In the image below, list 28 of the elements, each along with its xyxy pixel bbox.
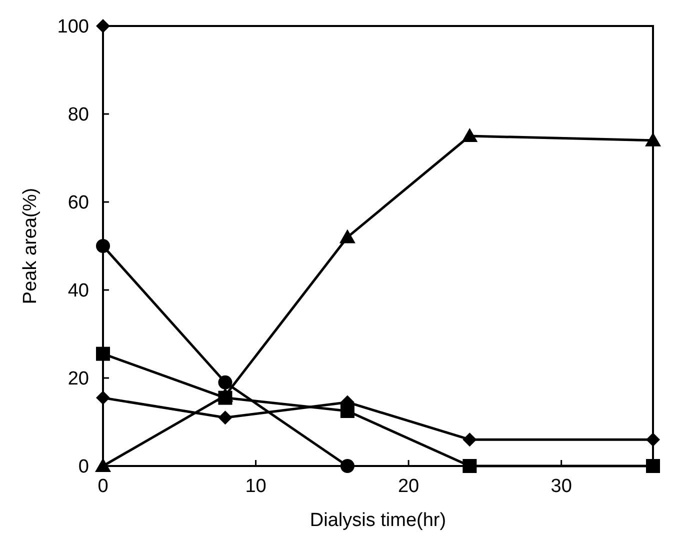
point — [340, 459, 354, 473]
point — [462, 432, 477, 447]
point — [646, 432, 660, 447]
y-tick-label: 0 — [78, 456, 89, 478]
y-tick-label: 80 — [68, 104, 89, 126]
point — [218, 375, 232, 390]
y-tick-label: 100 — [57, 16, 89, 38]
x-axis-title: Dialysis time(hr) — [310, 510, 446, 531]
point — [462, 128, 478, 142]
point — [462, 459, 477, 473]
y-tick-label: 40 — [68, 280, 89, 302]
point — [218, 410, 232, 425]
y-tick-label: 60 — [68, 192, 89, 214]
point — [217, 388, 234, 402]
point — [646, 459, 660, 473]
point — [96, 19, 110, 33]
point — [96, 346, 110, 361]
x-tick-label: 10 — [245, 476, 266, 497]
x-tick-label: 30 — [550, 476, 572, 497]
y-axis-title: Peak area(%) — [20, 188, 41, 304]
point — [96, 390, 110, 405]
x-tick-label: 20 — [398, 476, 420, 497]
x-tick-label: 0 — [98, 476, 108, 497]
point — [95, 458, 111, 472]
point — [645, 132, 661, 146]
point — [96, 239, 110, 253]
point — [339, 229, 356, 244]
y-tick-label: 20 — [68, 368, 89, 390]
